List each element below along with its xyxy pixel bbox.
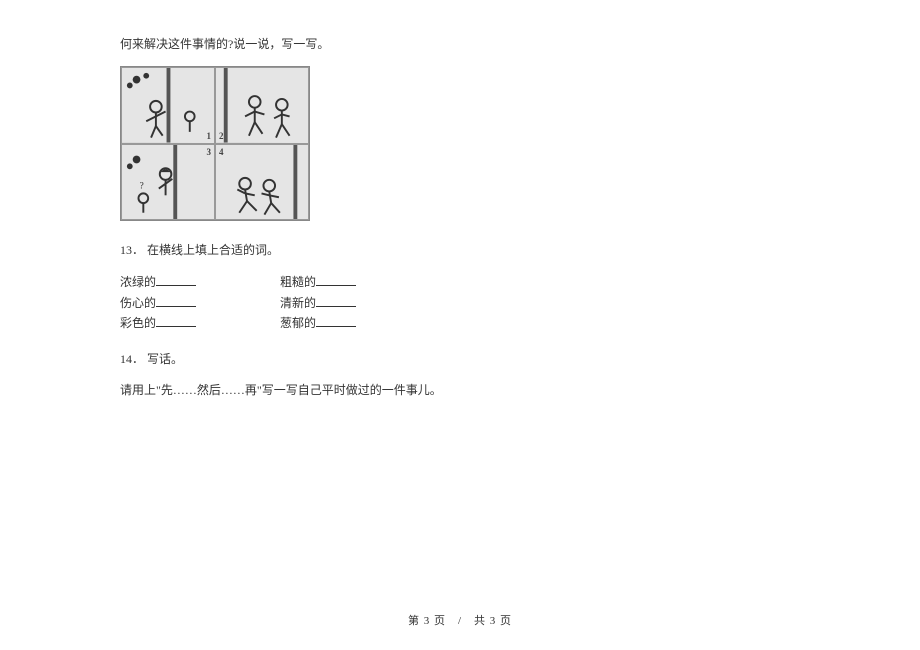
panel-number-3: 3 <box>207 147 212 157</box>
fill-cell: 粗糙的 <box>280 272 440 292</box>
fill-prefix: 葱郁的 <box>280 316 316 330</box>
comic-panel-4: 4 <box>215 144 309 221</box>
comic-panel-1: 1 <box>121 67 215 144</box>
fill-blank[interactable] <box>316 293 356 307</box>
fill-cell: 浓绿的 <box>120 272 280 292</box>
q13-number: 13． <box>120 243 144 257</box>
footer-suffix: 页 <box>496 615 512 627</box>
page-footer: 第 3 页 / 共 3 页 <box>0 612 920 628</box>
comic-panel-2: 2 <box>215 67 309 144</box>
fill-prefix: 清新的 <box>280 296 316 310</box>
panel-number-2: 2 <box>219 131 224 141</box>
fill-blank[interactable] <box>156 293 196 307</box>
q14-heading: 14． 写话。 <box>120 350 800 369</box>
panel-number-4: 4 <box>219 147 224 157</box>
fill-cell: 清新的 <box>280 293 440 313</box>
fill-cell: 伤心的 <box>120 293 280 313</box>
document-content: 何来解决这件事情的?说一说，写一写。 1 <box>0 0 920 400</box>
panel-number-1: 1 <box>207 131 212 141</box>
comic-4panel: 1 2 <box>120 66 310 221</box>
footer-mid: 页 / 共 <box>430 615 490 627</box>
q13-title: 在横线上填上合适的词。 <box>147 243 279 257</box>
fill-blank[interactable] <box>316 313 356 327</box>
q14-title: 写话。 <box>147 352 183 366</box>
fill-row: 彩色的 葱郁的 <box>120 313 800 333</box>
footer-prefix: 第 <box>408 615 424 627</box>
q14-prompt: 请用上"先……然后……再"写一写自己平时做过的一件事儿。 <box>120 381 800 400</box>
q13-heading: 13． 在横线上填上合适的词。 <box>120 241 800 260</box>
fill-row: 伤心的 清新的 <box>120 293 800 313</box>
comic-panel-3: ? 3 <box>121 144 215 221</box>
fill-prefix: 粗糙的 <box>280 275 316 289</box>
fill-prefix: 彩色的 <box>120 316 156 330</box>
fill-blank[interactable] <box>156 313 196 327</box>
fill-prefix: 伤心的 <box>120 296 156 310</box>
fill-cell: 彩色的 <box>120 313 280 333</box>
fill-cell: 葱郁的 <box>280 313 440 333</box>
q12-tail-text: 何来解决这件事情的?说一说，写一写。 <box>120 35 800 54</box>
svg-text:?: ? <box>139 180 143 191</box>
fill-row: 浓绿的 粗糙的 <box>120 272 800 292</box>
q14-number: 14． <box>120 352 144 366</box>
fill-blank[interactable] <box>156 272 196 286</box>
q13-fill-table: 浓绿的 粗糙的 伤心的 清新的 彩色的 葱郁的 <box>120 272 800 333</box>
fill-blank[interactable] <box>316 272 356 286</box>
fill-prefix: 浓绿的 <box>120 275 156 289</box>
